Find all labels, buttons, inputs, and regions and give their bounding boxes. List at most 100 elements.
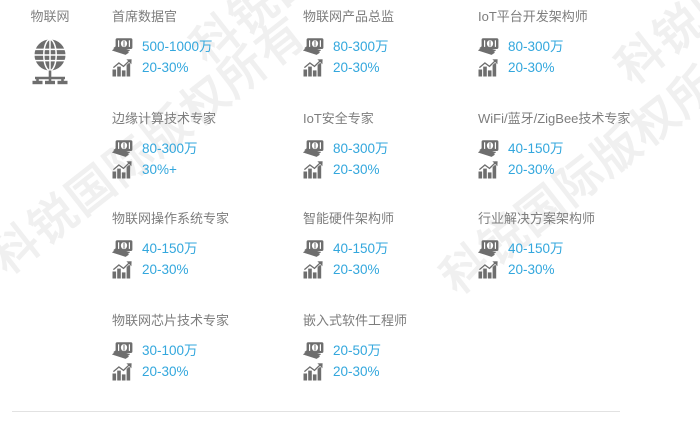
role-stats: 80-300万 20-30% xyxy=(303,36,478,78)
role-stats: 40-150万 20-30% xyxy=(478,238,653,280)
salary-icon xyxy=(303,240,325,258)
stat-row-growth: 20-30% xyxy=(303,259,478,280)
role-title: 物联网产品总监 xyxy=(303,9,395,24)
role-stats: 40-150万 20-30% xyxy=(478,138,653,180)
stat-row-salary: 500-1000万 xyxy=(112,36,287,57)
role-card[interactable]: IoT安全专家 80-300万 20-30% xyxy=(303,110,478,180)
salary-value: 40-150万 xyxy=(508,140,564,156)
stat-row-growth: 30%+ xyxy=(112,159,287,180)
salary-icon xyxy=(303,38,325,56)
growth-value: 20-30% xyxy=(333,363,380,379)
salary-value: 40-150万 xyxy=(142,240,198,256)
role-card[interactable]: 边缘计算技术专家 80-300万 30%+ xyxy=(112,110,287,180)
role-stats: 80-300万 30%+ xyxy=(112,138,287,180)
salary-value: 80-300万 xyxy=(333,38,389,54)
stat-row-growth: 20-30% xyxy=(478,159,653,180)
growth-chart-icon xyxy=(303,362,325,381)
role-stats: 80-300万 20-30% xyxy=(478,36,653,78)
growth-value: 20-30% xyxy=(508,161,555,177)
network-globe-icon xyxy=(0,37,100,85)
salary-icon xyxy=(478,240,500,258)
growth-value: 20-30% xyxy=(508,59,555,75)
bottom-divider xyxy=(12,411,620,412)
role-card[interactable]: 物联网芯片技术专家 30-100万 20-30% xyxy=(112,312,287,382)
salary-icon xyxy=(112,38,134,56)
growth-chart-icon xyxy=(303,160,325,179)
stat-row-salary: 40-150万 xyxy=(112,238,287,259)
role-card[interactable]: 行业解决方案架构师 40-150万 20-30% xyxy=(478,210,653,280)
salary-icon xyxy=(112,240,134,258)
stat-row-growth: 20-30% xyxy=(303,361,478,382)
growth-chart-icon xyxy=(303,260,325,279)
role-stats: 80-300万 20-30% xyxy=(303,138,478,180)
stat-row-growth: 20-30% xyxy=(478,57,653,78)
growth-chart-icon xyxy=(112,260,134,279)
growth-chart-icon xyxy=(112,362,134,381)
salary-icon xyxy=(478,140,500,158)
growth-value: 20-30% xyxy=(142,363,189,379)
role-card[interactable]: 智能硬件架构师 40-150万 20-30% xyxy=(303,210,478,280)
salary-value: 40-150万 xyxy=(508,240,564,256)
growth-chart-icon xyxy=(303,58,325,77)
stat-row-growth: 20-30% xyxy=(478,259,653,280)
salary-value: 20-50万 xyxy=(333,342,382,358)
salary-icon xyxy=(303,140,325,158)
stat-row-salary: 80-300万 xyxy=(112,138,287,159)
role-card[interactable]: WiFi/蓝牙/ZigBee技术专家 40-150万 20-30% xyxy=(478,110,653,180)
growth-value: 20-30% xyxy=(142,261,189,277)
salary-icon xyxy=(112,140,134,158)
salary-value: 80-300万 xyxy=(142,140,198,156)
role-card[interactable]: 物联网操作系统专家 40-150万 20-30% xyxy=(112,210,287,280)
stat-row-salary: 80-300万 xyxy=(303,36,478,57)
salary-value: 40-150万 xyxy=(333,240,389,256)
growth-chart-icon xyxy=(478,160,500,179)
role-card[interactable]: IoT平台开发架构师 80-300万 20-30% xyxy=(478,8,653,78)
role-stats: 30-100万 20-30% xyxy=(112,340,287,382)
growth-value: 20-30% xyxy=(333,261,380,277)
role-title: 嵌入式软件工程师 xyxy=(303,313,408,328)
stat-row-salary: 20-50万 xyxy=(303,340,478,361)
growth-value: 20-30% xyxy=(333,161,380,177)
stat-row-growth: 20-30% xyxy=(112,259,287,280)
growth-chart-icon xyxy=(112,58,134,77)
growth-value: 20-30% xyxy=(333,59,380,75)
salary-icon xyxy=(112,342,134,360)
role-title: WiFi/蓝牙/ZigBee技术专家 xyxy=(478,111,631,126)
growth-chart-icon xyxy=(478,260,500,279)
stat-row-growth: 20-30% xyxy=(303,159,478,180)
role-stats: 40-150万 20-30% xyxy=(112,238,287,280)
role-title: IoT安全专家 xyxy=(303,111,374,126)
stat-row-salary: 40-150万 xyxy=(478,138,653,159)
role-title: 首席数据官 xyxy=(112,9,178,24)
role-stats: 20-50万 20-30% xyxy=(303,340,478,382)
salary-value: 80-300万 xyxy=(508,38,564,54)
salary-value: 80-300万 xyxy=(333,140,389,156)
stat-row-salary: 40-150万 xyxy=(478,238,653,259)
salary-icon xyxy=(303,342,325,360)
role-card[interactable]: 首席数据官 500-1000万 20-30% xyxy=(112,8,287,78)
growth-chart-icon xyxy=(112,160,134,179)
salary-value: 30-100万 xyxy=(142,342,198,358)
salary-value: 500-1000万 xyxy=(142,38,213,54)
role-title: 行业解决方案架构师 xyxy=(478,211,596,226)
stat-row-growth: 20-30% xyxy=(112,361,287,382)
salary-icon xyxy=(478,38,500,56)
role-title: IoT平台开发架构师 xyxy=(478,9,588,24)
growth-chart-icon xyxy=(478,58,500,77)
stat-row-salary: 30-100万 xyxy=(112,340,287,361)
role-title: 边缘计算技术专家 xyxy=(112,111,217,126)
growth-value: 30%+ xyxy=(142,161,177,177)
category-title: 物联网 xyxy=(30,9,70,24)
stat-row-salary: 80-300万 xyxy=(478,36,653,57)
role-stats: 40-150万 20-30% xyxy=(303,238,478,280)
growth-value: 20-30% xyxy=(142,59,189,75)
role-card[interactable]: 嵌入式软件工程师 20-50万 20-30% xyxy=(303,312,478,382)
role-title: 物联网芯片技术专家 xyxy=(112,313,230,328)
role-card[interactable]: 物联网产品总监 80-300万 20-30% xyxy=(303,8,478,78)
stat-row-salary: 40-150万 xyxy=(303,238,478,259)
category-column: 物联网 xyxy=(0,0,100,85)
stat-row-growth: 20-30% xyxy=(303,57,478,78)
stat-row-growth: 20-30% xyxy=(112,57,287,78)
stat-row-salary: 80-300万 xyxy=(303,138,478,159)
